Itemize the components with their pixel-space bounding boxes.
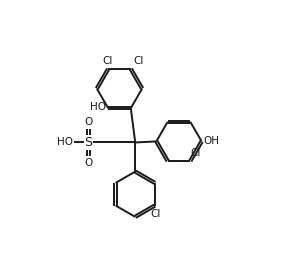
Text: Cl: Cl xyxy=(133,56,144,66)
Text: HO: HO xyxy=(57,137,73,148)
Text: Cl: Cl xyxy=(151,209,161,219)
Text: Cl: Cl xyxy=(102,55,112,66)
Text: OH: OH xyxy=(204,136,220,146)
Text: Cl: Cl xyxy=(191,148,201,158)
Text: O: O xyxy=(84,117,93,127)
Text: HO: HO xyxy=(90,102,106,112)
Text: O: O xyxy=(84,158,93,167)
Text: S: S xyxy=(84,136,92,149)
